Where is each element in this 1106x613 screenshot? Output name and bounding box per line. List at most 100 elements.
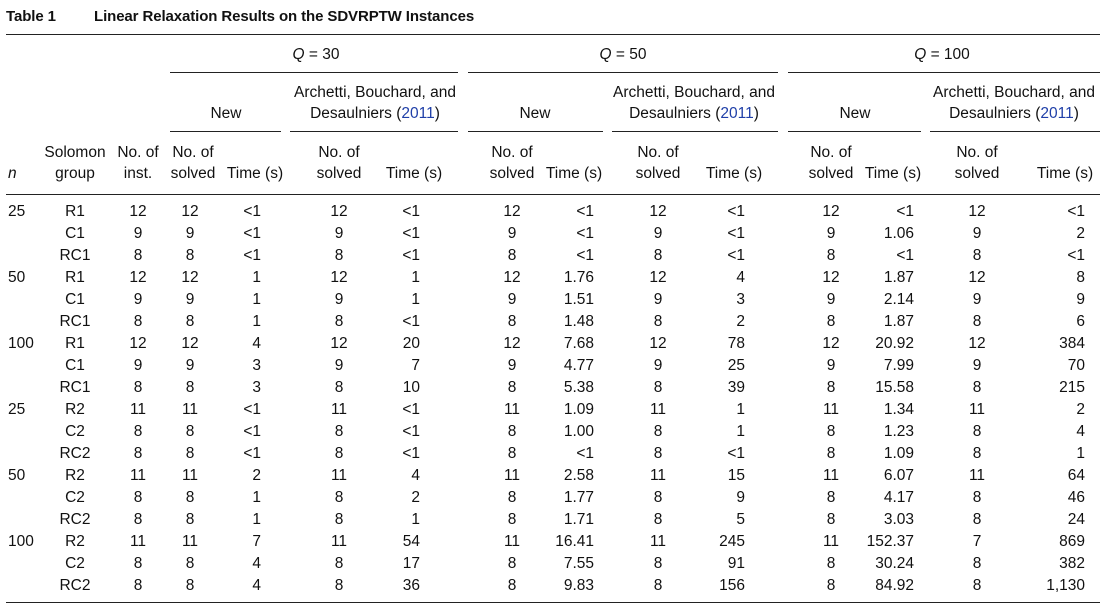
- cell-q50-ref-solved: 11: [649, 401, 667, 418]
- cell-group: R2: [65, 401, 85, 418]
- cell-inst: 9: [133, 291, 143, 308]
- cell-q100-new-time: 30.24: [875, 555, 914, 572]
- cell-q30-ref-time: 1: [411, 291, 420, 308]
- cell-q100-ref-time: 4: [1076, 423, 1085, 440]
- cell-q50-new-solved: 8: [507, 379, 517, 396]
- cell-q50-new-solved: 8: [507, 247, 517, 264]
- cell-q100-ref-time: 64: [1067, 467, 1085, 484]
- cell-q30-ref-time: 20: [402, 335, 420, 352]
- citation-link[interactable]: 2011: [1040, 105, 1074, 122]
- cell-q100-ref-time: 382: [1059, 555, 1085, 572]
- col-header-solved-2: solved: [170, 165, 216, 182]
- cell-inst: 11: [129, 467, 147, 484]
- cell-inst: 8: [133, 577, 143, 594]
- cell-q50-new-solved: 11: [503, 533, 521, 550]
- cell-q30-ref-solved: 12: [330, 335, 348, 352]
- citation-link[interactable]: 2011: [401, 105, 435, 122]
- cell-q50-new-solved: 9: [507, 291, 517, 308]
- top-rule: [6, 34, 1100, 35]
- cell-n: 50: [8, 269, 26, 286]
- cell-q30-ref-time: 10: [402, 379, 420, 396]
- cell-q50-new-solved: 8: [507, 423, 517, 440]
- cell-q100-new-time: 1.34: [883, 401, 914, 418]
- col-header-solved: No. of: [637, 144, 679, 161]
- cell-q50-new-solved: 9: [507, 225, 517, 242]
- cell-q30-new-solved: 8: [185, 577, 195, 594]
- cell-q50-new-solved: 8: [507, 489, 517, 506]
- cell-q100-ref-solved: 8: [972, 445, 982, 462]
- cell-q100-new-time: 84.92: [875, 577, 914, 594]
- cell-q30-new-solved: 11: [181, 533, 199, 550]
- cell-q100-new-time: 7.99: [883, 357, 914, 374]
- col-header-solomon: Solomon: [44, 144, 106, 161]
- q-value: 50: [629, 46, 647, 63]
- cell-q100-ref-time: <1: [1067, 203, 1085, 220]
- cell-q30-ref-time: 2: [411, 489, 420, 506]
- cell-q50-ref-solved: 9: [653, 225, 663, 242]
- cell-q100-new-time: 1.87: [883, 269, 914, 286]
- cell-q100-new-solved: 12: [822, 203, 840, 220]
- cell-group: C1: [65, 291, 85, 308]
- cell-q50-ref-time: 91: [727, 555, 745, 572]
- cell-q30-ref-solved: 8: [334, 247, 344, 264]
- cell-q30-new-solved: 8: [185, 379, 195, 396]
- q-value: 30: [322, 46, 340, 63]
- cell-q30-new-time: <1: [243, 423, 261, 440]
- cell-q50-new-solved: 12: [503, 269, 521, 286]
- cell-q100-new-solved: 8: [826, 489, 836, 506]
- cell-q30-ref-time: 54: [402, 533, 420, 550]
- cell-q100-ref-time: 384: [1059, 335, 1085, 352]
- q-equals: =: [304, 46, 323, 63]
- cell-n: 100: [8, 335, 34, 352]
- cell-q100-ref-time: 24: [1067, 511, 1085, 528]
- col-header-time: Time (s): [705, 165, 763, 182]
- cell-q50-ref-time: 156: [719, 577, 745, 594]
- cell-q50-new-time: 7.55: [563, 555, 594, 572]
- cell-q100-ref-time: 1,130: [1046, 577, 1085, 594]
- cell-n: 25: [8, 401, 26, 418]
- method-rule: [612, 131, 778, 132]
- cell-q30-new-solved: 8: [185, 511, 195, 528]
- cell-q50-new-solved: 11: [503, 467, 521, 484]
- cell-q50-new-solved: 8: [507, 555, 517, 572]
- method-rule: [468, 131, 603, 132]
- cell-n: 50: [8, 467, 26, 484]
- cell-q100-new-time: 4.17: [883, 489, 914, 506]
- cell-q50-ref-time: 9: [736, 489, 745, 506]
- cell-q50-ref-solved: 8: [653, 511, 663, 528]
- ref-author: Desaulniers (: [629, 105, 721, 122]
- cell-q30-new-time: 3: [252, 357, 261, 374]
- method-rule: [170, 131, 281, 132]
- cell-q50-ref-solved: 11: [649, 467, 667, 484]
- q-symbol: Q: [599, 46, 612, 63]
- cell-q50-ref-solved: 12: [649, 335, 667, 352]
- cell-q30-new-time: 4: [252, 335, 261, 352]
- cell-q100-new-solved: 8: [826, 555, 836, 572]
- cell-q30-ref-time: <1: [402, 225, 420, 242]
- method-new-header: New: [210, 105, 242, 122]
- cell-q100-ref-time: <1: [1067, 247, 1085, 264]
- cell-q50-ref-time: 4: [736, 269, 745, 286]
- q-group-rule: [170, 72, 458, 73]
- cell-q30-new-time: 1: [252, 511, 261, 528]
- cell-q30-ref-time: <1: [402, 423, 420, 440]
- cell-q100-ref-solved: 9: [972, 291, 982, 308]
- cell-q50-new-solved: 12: [503, 335, 521, 352]
- cell-q50-new-solved: 8: [507, 313, 517, 330]
- method-rule: [290, 131, 458, 132]
- cell-group: R2: [65, 533, 85, 550]
- cell-group: C2: [65, 423, 85, 440]
- cell-q50-ref-time: 15: [727, 467, 745, 484]
- cell-q100-ref-solved: 8: [972, 423, 982, 440]
- cell-q30-new-time: <1: [243, 247, 261, 264]
- q-symbol: Q: [292, 46, 305, 63]
- cell-q100-new-time: 6.07: [883, 467, 914, 484]
- cell-q30-ref-time: 17: [402, 555, 420, 572]
- cell-q100-new-time: 1.06: [883, 225, 914, 242]
- cell-inst: 9: [133, 225, 143, 242]
- cell-q50-new-time: 5.38: [563, 379, 594, 396]
- cell-q30-ref-time: <1: [402, 401, 420, 418]
- col-header-group: group: [55, 165, 95, 182]
- citation-link[interactable]: 2011: [720, 105, 754, 122]
- cell-q100-ref-solved: 8: [972, 379, 982, 396]
